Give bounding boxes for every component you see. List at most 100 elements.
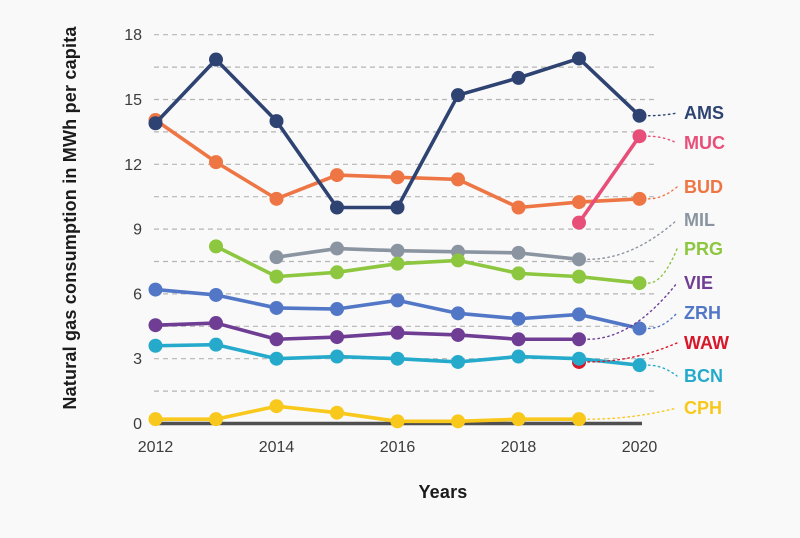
data-point-PRG — [269, 269, 284, 284]
data-point-BUD — [572, 195, 586, 210]
data-point-PRG — [330, 265, 344, 280]
data-point-BUD — [330, 168, 344, 183]
data-point-MIL — [269, 250, 284, 265]
data-point-ZRH — [209, 287, 223, 302]
leader-line-PRG — [647, 248, 678, 284]
data-point-AMS — [148, 116, 163, 131]
leader-line-VIE — [587, 282, 678, 340]
leader-line-MIL — [587, 219, 678, 261]
series-label-BUD: BUD — [684, 177, 723, 197]
data-point-MIL — [511, 245, 526, 260]
data-point-PRG — [451, 253, 465, 268]
series-BCN — [148, 337, 647, 373]
data-point-VIE — [511, 332, 526, 347]
data-point-AMS — [632, 108, 647, 123]
data-point-BUD — [269, 191, 284, 206]
leader-line-MUC — [647, 135, 678, 144]
data-point-AMS — [269, 114, 284, 129]
series-label-AMS: AMS — [684, 103, 724, 123]
y-tick-label: 12 — [124, 157, 142, 174]
series-line-CPH — [153, 404, 581, 424]
data-point-BUD — [209, 155, 223, 170]
data-point-MIL — [390, 243, 405, 258]
data-point-CPH — [330, 405, 344, 420]
data-point-BUD — [451, 172, 465, 187]
series-ZRH — [148, 282, 647, 336]
y-axis-title: Natural gas consumption in MWh per capit… — [60, 26, 80, 410]
data-point-VIE — [148, 318, 163, 333]
x-tick-label: 2012 — [138, 439, 174, 456]
data-point-MIL — [330, 241, 344, 256]
gridlines — [154, 34, 657, 392]
data-point-AMS — [451, 88, 465, 103]
data-point-BCN — [632, 358, 647, 373]
series-label-BCN: BCN — [684, 366, 723, 386]
x-tick-label: 2020 — [622, 439, 658, 456]
series-label-PRG: PRG — [684, 239, 723, 259]
series-PRG — [209, 239, 647, 291]
data-point-VIE — [209, 316, 223, 331]
data-point-AMS — [390, 200, 405, 215]
series-line-MIL — [274, 246, 581, 262]
y-tick-label: 9 — [133, 222, 142, 239]
data-point-ZRH — [572, 307, 586, 322]
data-point-BCN — [390, 351, 405, 366]
leader-line-ZRH — [647, 312, 678, 330]
y-tick-label: 6 — [133, 286, 142, 303]
data-point-BCN — [209, 337, 223, 352]
data-point-MUC — [572, 215, 586, 230]
data-point-BCN — [148, 338, 163, 353]
data-point-CPH — [572, 412, 586, 427]
y-tick-label: 0 — [133, 416, 142, 433]
data-point-AMS — [572, 51, 586, 66]
series-label-WAW: WAW — [684, 333, 729, 353]
data-point-BCN — [572, 351, 586, 366]
data-point-BUD — [511, 200, 526, 215]
data-point-AMS — [209, 52, 223, 67]
data-series — [148, 51, 647, 429]
data-point-ZRH — [148, 282, 163, 297]
data-point-BUD — [390, 170, 405, 185]
series-CPH — [148, 399, 586, 429]
data-point-CPH — [209, 412, 223, 427]
data-point-BCN — [269, 351, 284, 366]
series-AMS — [148, 51, 647, 215]
data-point-BCN — [330, 349, 344, 364]
data-point-BUD — [632, 191, 647, 206]
series-line-AMS — [153, 56, 642, 210]
data-point-VIE — [451, 327, 465, 342]
label-leader-lines — [587, 112, 678, 420]
series-MIL — [269, 241, 586, 267]
data-point-AMS — [511, 70, 526, 85]
data-point-VIE — [269, 332, 284, 347]
series-label-MIL: MIL — [684, 210, 715, 230]
data-point-ZRH — [330, 302, 344, 317]
data-point-VIE — [572, 332, 586, 347]
data-point-ZRH — [269, 300, 284, 315]
series-label-ZRH: ZRH — [684, 303, 721, 323]
data-point-CPH — [511, 412, 526, 427]
data-point-ZRH — [511, 311, 526, 326]
data-point-VIE — [390, 325, 405, 340]
series-label-MUC: MUC — [684, 133, 725, 153]
data-point-PRG — [390, 256, 405, 271]
data-point-ZRH — [390, 293, 405, 308]
series-label-VIE: VIE — [684, 273, 713, 293]
data-point-PRG — [632, 276, 647, 291]
data-point-PRG — [572, 269, 586, 284]
series-line-VIE — [153, 321, 581, 342]
y-tick-label: 18 — [124, 27, 142, 44]
series-line-MUC — [577, 134, 642, 225]
x-axis-title: Years — [418, 482, 467, 502]
leader-line-WAW — [587, 342, 678, 363]
leader-line-AMS — [647, 112, 678, 117]
data-point-CPH — [390, 414, 405, 429]
data-point-CPH — [269, 399, 284, 414]
data-point-AMS — [330, 200, 344, 215]
series-VIE — [148, 316, 586, 347]
series-labels: AMS MUC BUD MIL PRG VIE ZRH WAW BCN CPH — [684, 103, 729, 418]
series-BUD — [148, 113, 647, 215]
data-point-BCN — [451, 354, 465, 369]
